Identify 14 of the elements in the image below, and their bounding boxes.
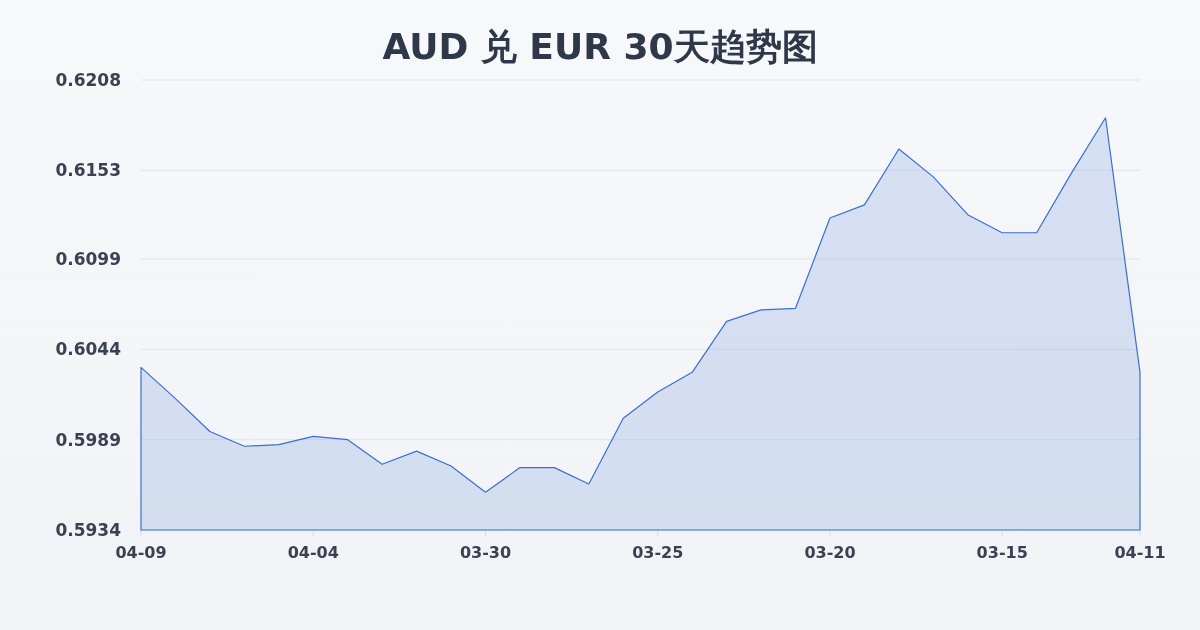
x-tick-label: 04-04 bbox=[287, 542, 339, 562]
x-tick-label: 03-25 bbox=[632, 542, 684, 562]
x-tick-label: 03-30 bbox=[459, 542, 512, 562]
y-tick-label: 0.5934 bbox=[55, 520, 122, 540]
chart-title: AUD 兑 EUR 30天趋势图 bbox=[382, 25, 818, 67]
y-tick-label: 0.6044 bbox=[55, 339, 122, 360]
y-tick-label: 0.5989 bbox=[55, 429, 121, 450]
y-tick-label: 0.6153 bbox=[55, 160, 121, 181]
x-tick-label: 04-11 bbox=[1114, 542, 1166, 562]
x-tick-label: 03-15 bbox=[976, 542, 1028, 562]
y-tick-label: 0.6208 bbox=[55, 70, 121, 90]
x-tick-label: 04-09 bbox=[115, 542, 167, 562]
x-tick-label: 03-20 bbox=[804, 542, 856, 562]
y-tick-label: 0.6099 bbox=[55, 249, 121, 270]
